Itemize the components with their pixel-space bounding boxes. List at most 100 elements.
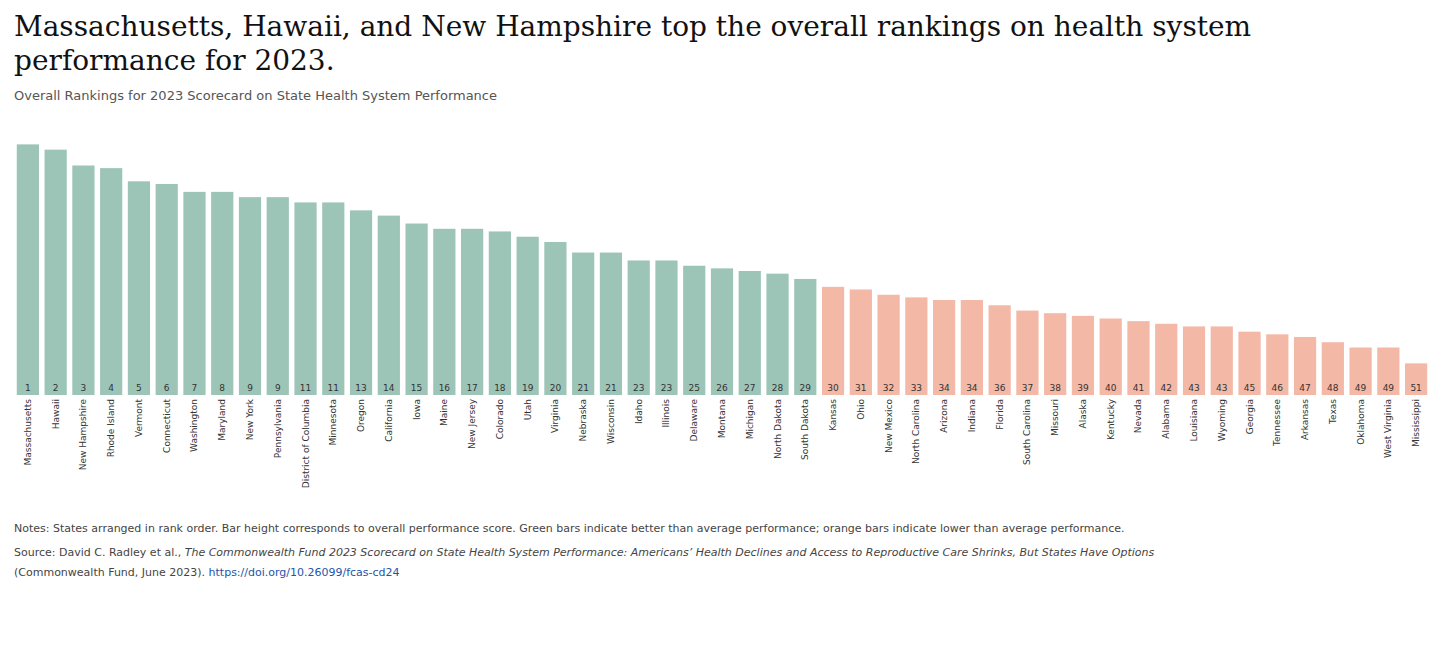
x-tick-label: Louisiana [1189, 399, 1199, 442]
bar [322, 202, 344, 395]
x-tick-label: Kansas [828, 399, 838, 431]
rank-label: 29 [800, 383, 812, 393]
x-tick-label: West Virginia [1383, 399, 1393, 458]
rank-label: 9 [247, 383, 253, 393]
rank-label: 9 [275, 383, 281, 393]
bar [433, 229, 455, 395]
x-tick-label: Pennsylvania [273, 399, 283, 458]
source-line: Source: David C. Radley et al., The Comm… [14, 546, 1155, 559]
bar [72, 165, 94, 395]
rank-label: 5 [136, 383, 142, 393]
title-line: Massachusetts, Hawaii, and New Hampshire… [14, 10, 1251, 43]
rank-label: 4 [108, 383, 114, 393]
bar [1377, 348, 1399, 395]
rank-label: 25 [689, 383, 700, 393]
bar [461, 229, 483, 395]
rank-label: 21 [605, 383, 616, 393]
rank-label: 11 [328, 383, 339, 393]
x-tick-label: Connecticut [162, 399, 172, 453]
rank-label: 39 [1077, 383, 1089, 393]
rank-label: 13 [355, 383, 366, 393]
rank-label: 15 [411, 383, 422, 393]
bar [1266, 334, 1288, 395]
bar [989, 305, 1011, 395]
rank-label: 16 [439, 383, 451, 393]
x-tick-label: Michigan [745, 399, 755, 439]
bar [1016, 311, 1038, 395]
x-tick-label: California [384, 399, 394, 442]
bar [766, 274, 788, 395]
bar [239, 197, 261, 395]
x-tick-label: Rhode Island [106, 399, 116, 457]
x-tick-label: Hawaii [51, 399, 61, 429]
bar [628, 260, 650, 395]
rank-label: 18 [494, 383, 506, 393]
bar [100, 168, 122, 395]
x-tick-label: New Mexico [884, 399, 894, 453]
x-tick-label: Vermont [134, 399, 144, 438]
x-tick-label: Nevada [1133, 399, 1143, 433]
source-title: The Commonwealth Fund 2023 Scorecard on … [185, 546, 1155, 559]
rank-label: 19 [522, 383, 534, 393]
source-text: (Commonwealth Fund, June 2023). [14, 566, 209, 579]
rank-label: 8 [219, 383, 225, 393]
x-tick-label: Idaho [634, 399, 644, 425]
x-tick-label: Colorado [495, 399, 505, 440]
x-tick-label: Alabama [1161, 399, 1171, 439]
notes: Notes: States arranged in rank order. Ba… [14, 522, 1125, 535]
rank-label: 37 [1022, 383, 1033, 393]
rank-label: 27 [744, 383, 755, 393]
bar [267, 197, 289, 395]
rank-label: 49 [1383, 383, 1395, 393]
x-tick-label: Washington [189, 399, 199, 452]
x-tick-label: North Dakota [773, 399, 783, 459]
bar [128, 181, 150, 395]
notes-text: Notes: States arranged in rank order. Ba… [14, 522, 1125, 535]
rank-label: 6 [164, 383, 170, 393]
bar [683, 266, 705, 395]
x-tick-label: Texas [1328, 399, 1338, 425]
bar [905, 297, 927, 395]
bar [1405, 363, 1427, 395]
x-tick-label: Maryland [217, 399, 227, 441]
bar [1211, 326, 1233, 395]
bar [1155, 324, 1177, 395]
rank-label: 28 [772, 383, 784, 393]
rank-label: 2 [53, 383, 59, 393]
bar [183, 192, 205, 395]
bar [739, 271, 761, 395]
bar [156, 184, 178, 395]
rank-label: 23 [661, 383, 672, 393]
labels: 1Massachusetts2Hawaii3New Hampshire4Rhod… [23, 383, 1422, 488]
bar [1294, 337, 1316, 395]
rank-label: 38 [1049, 383, 1061, 393]
x-tick-label: North Carolina [911, 399, 921, 464]
bar [933, 300, 955, 395]
bar [17, 144, 39, 395]
bar [544, 242, 566, 395]
bars [17, 144, 1427, 395]
x-tick-label: Nebraska [578, 399, 588, 441]
x-tick-label: Minnesota [328, 399, 338, 445]
bar [1127, 321, 1149, 395]
bar [1238, 332, 1260, 395]
x-tick-label: New Hampshire [78, 399, 88, 471]
x-tick-label: New York [245, 398, 255, 440]
bar [572, 253, 594, 395]
bar [350, 210, 372, 395]
x-tick-label: Florida [995, 399, 1005, 430]
x-tick-label: South Carolina [1022, 399, 1032, 465]
bar [600, 253, 622, 395]
x-tick-label: Indiana [967, 399, 977, 432]
rank-label: 14 [383, 383, 395, 393]
bar [822, 287, 844, 395]
x-tick-label: Missouri [1050, 399, 1060, 436]
rank-label: 26 [716, 383, 728, 393]
rank-label: 41 [1133, 383, 1144, 393]
rank-label: 36 [994, 383, 1006, 393]
rank-label: 33 [911, 383, 922, 393]
bar [1072, 316, 1094, 395]
bar [294, 202, 316, 395]
x-tick-label: Virginia [550, 399, 560, 433]
x-tick-label: Oklahoma [1356, 399, 1366, 445]
